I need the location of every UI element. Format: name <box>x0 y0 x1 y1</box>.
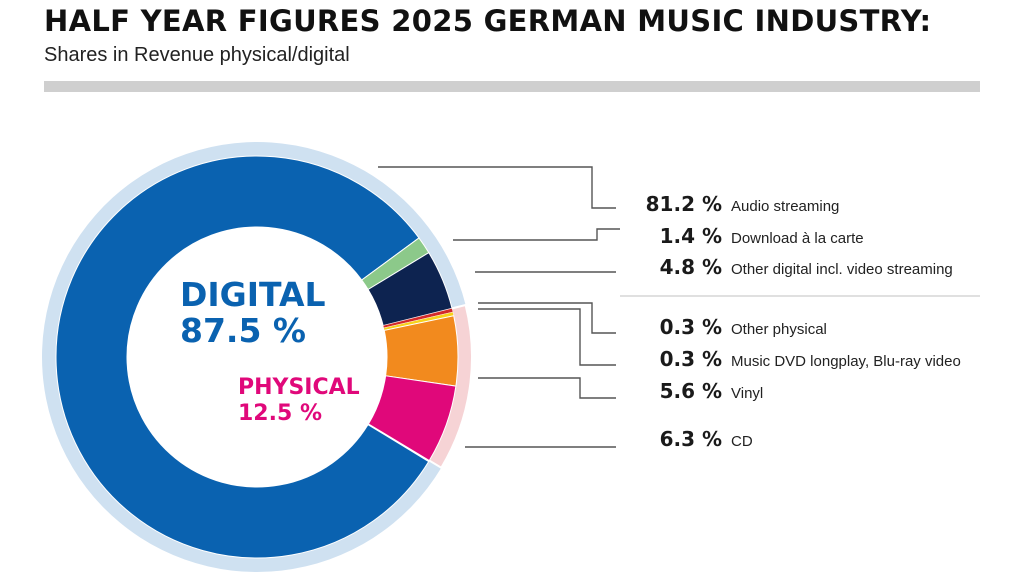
legend-label-cd: CD <box>731 433 753 450</box>
slice-cd <box>367 375 457 462</box>
leader-line-audio-streaming <box>378 166 616 209</box>
header-rule <box>44 81 980 92</box>
legend-value-download-la-carte: 1.4 % <box>660 224 722 248</box>
legend-label-vinyl: Vinyl <box>731 385 763 402</box>
physical-group-value: 12.5 % <box>238 401 322 426</box>
legend-value-audio-streaming: 81.2 % <box>646 192 722 216</box>
legend-value-vinyl: 5.6 % <box>660 379 722 403</box>
legend-label-download-la-carte: Download à la carte <box>731 230 864 247</box>
chart-subtitle: Shares in Revenue physical/digital <box>44 44 350 66</box>
legend-value-other-digital-incl-video-streaming: 4.8 % <box>660 255 722 279</box>
legend-value-cd: 6.3 % <box>660 427 722 451</box>
leader-lines <box>378 166 620 448</box>
physical-group-label: PHYSICAL <box>238 375 360 400</box>
leader-line-music-dvd-longplay-blu-ray-video <box>478 308 616 366</box>
legend-label-audio-streaming: Audio streaming <box>731 198 839 215</box>
slice-audio-streaming <box>55 155 430 559</box>
leader-line-download-la-carte <box>453 228 620 241</box>
chart-title: HALF YEAR FIGURES 2025 GERMAN MUSIC INDU… <box>44 4 932 38</box>
donut-slices <box>55 155 459 559</box>
legend: 81.2 % Audio streaming 1.4 % Download à la … <box>646 192 961 451</box>
digital-group-label: DIGITAL <box>180 275 326 314</box>
legend-label-music-dvd-longplay-blu-ray-video: Music DVD longplay, Blu-ray video <box>731 353 961 370</box>
leader-line-vinyl <box>478 377 616 399</box>
leader-line-other-physical <box>478 302 616 334</box>
legend-label-other-physical: Other physical <box>731 321 827 338</box>
digital-group-value: 87.5 % <box>180 311 306 350</box>
legend-value-other-physical: 0.3 % <box>660 315 722 339</box>
legend-value-music-dvd-longplay-blu-ray-video: 0.3 % <box>660 347 722 371</box>
legend-label-other-digital-incl-video-streaming: Other digital incl. video streaming <box>731 261 953 278</box>
